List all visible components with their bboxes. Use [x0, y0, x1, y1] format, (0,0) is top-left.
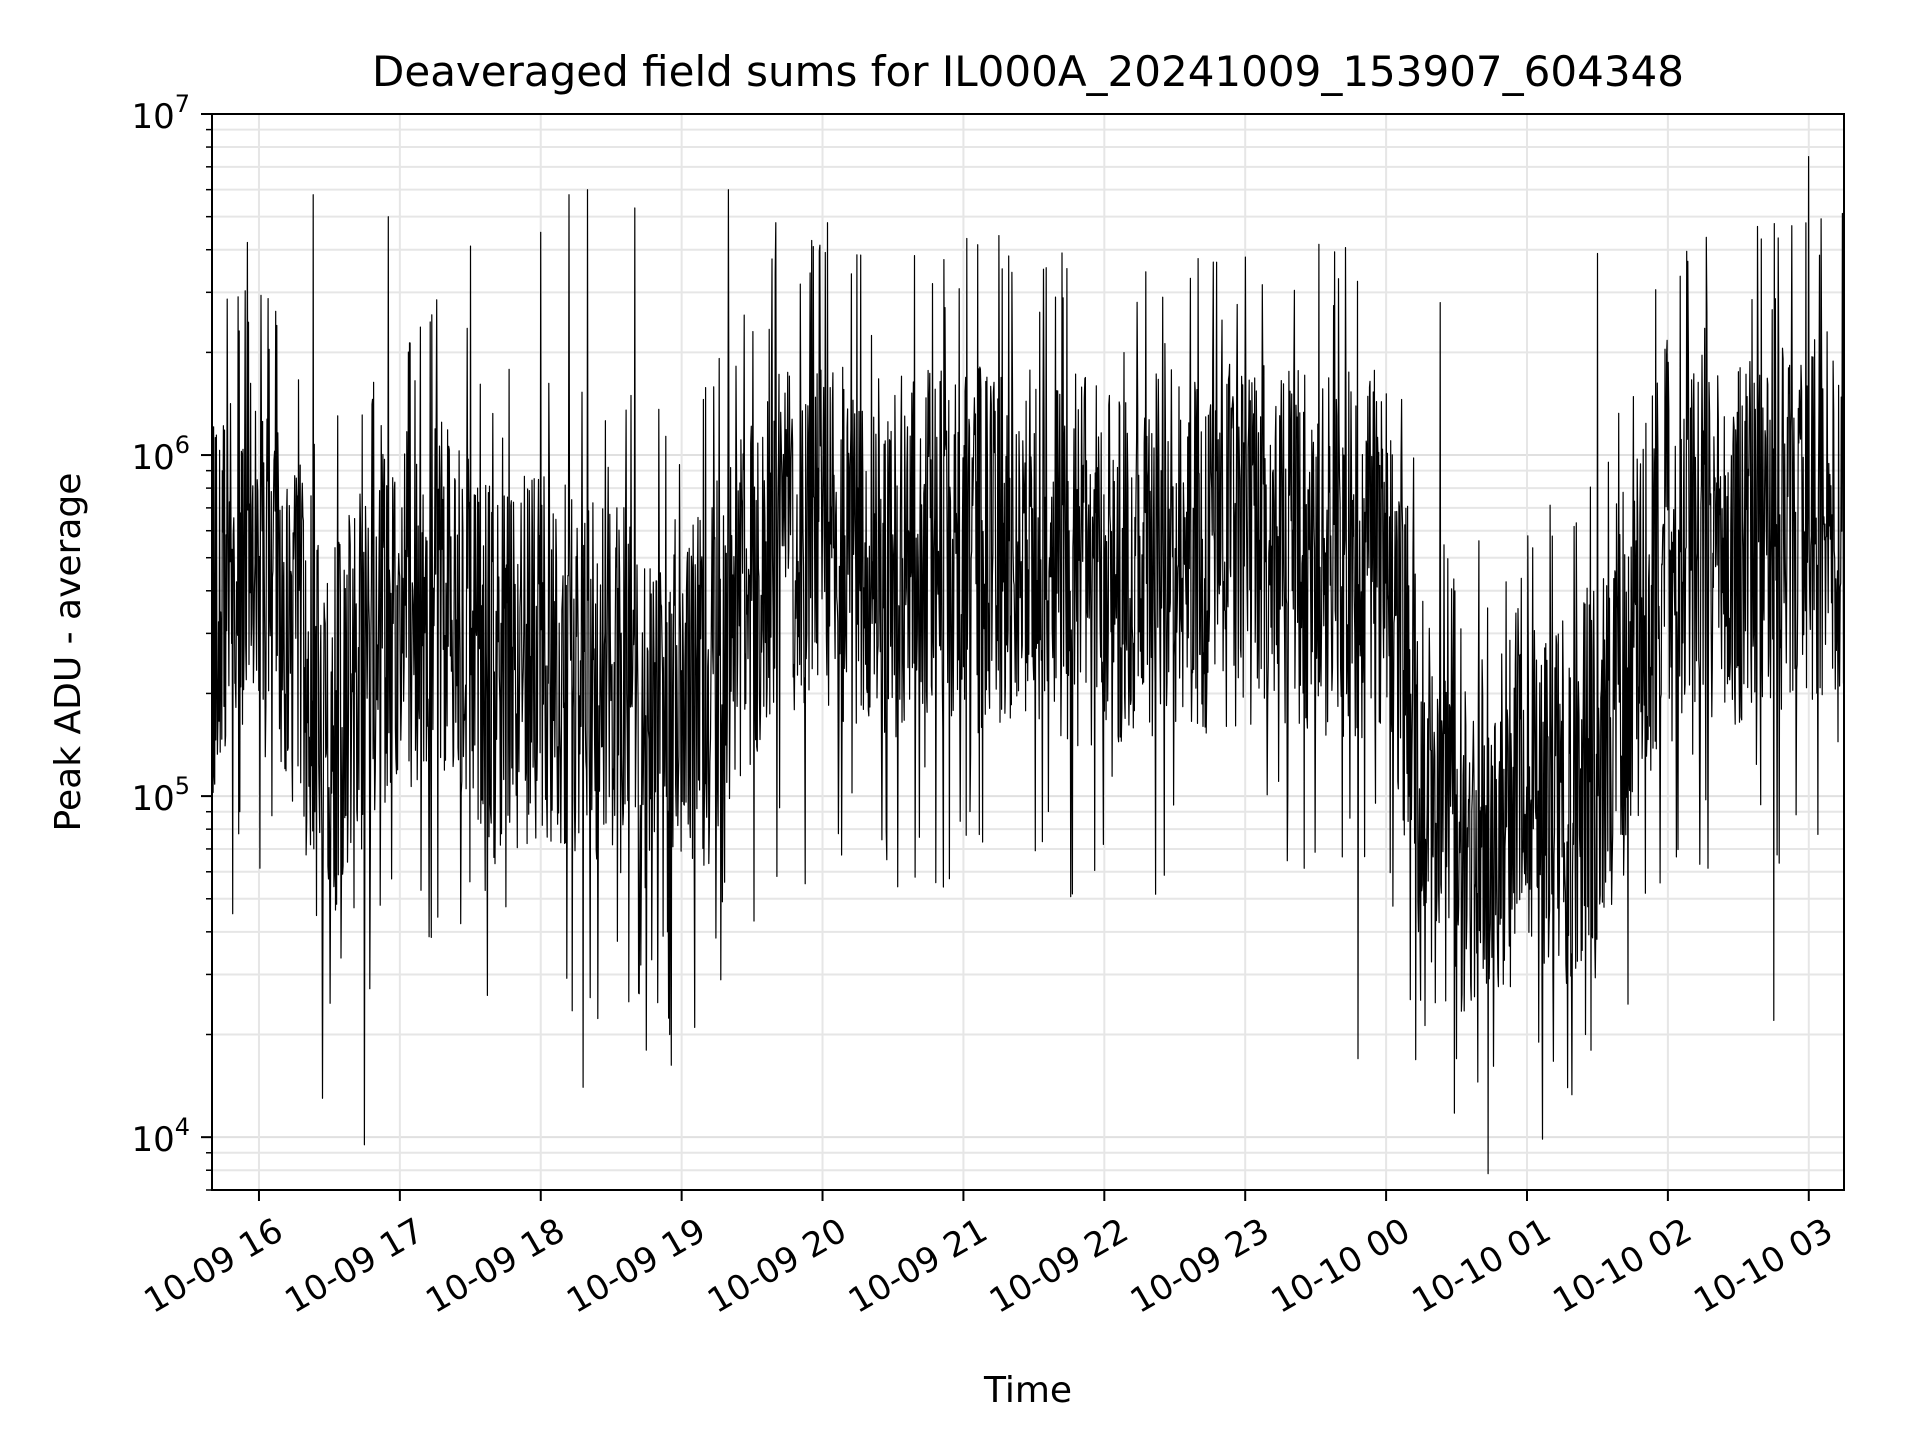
plot-area	[211, 156, 1845, 1175]
y-tick-label: 106	[131, 431, 190, 478]
y-axis-label: Peak ADU - average	[48, 473, 89, 832]
plot-frame	[211, 113, 1845, 1191]
y-tick-label: 104	[131, 1113, 190, 1160]
y-tick-label: 107	[131, 90, 190, 137]
x-axis-label: Time	[983, 1370, 1072, 1411]
y-tick-label: 105	[131, 772, 190, 819]
series-line	[211, 156, 1845, 1175]
y-axis: 104 105 106 107	[131, 90, 212, 1191]
chart-title: Deaveraged field sums for IL000A_2024100…	[372, 47, 1684, 96]
grid	[212, 113, 1844, 1191]
